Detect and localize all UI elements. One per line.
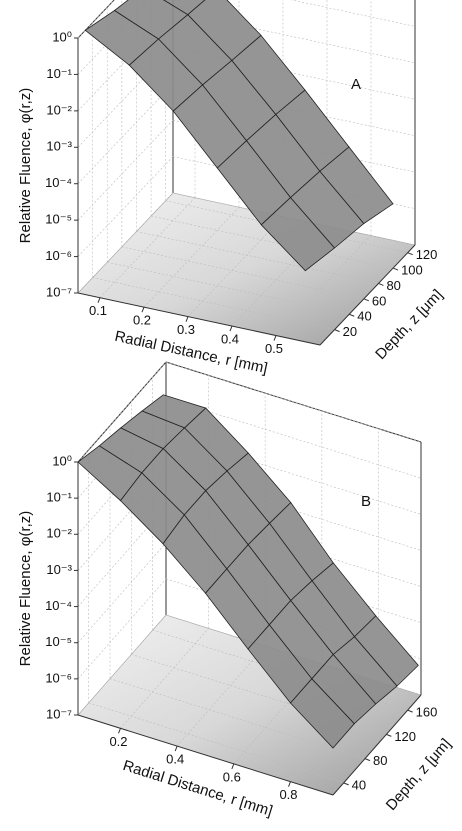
grid-line — [136, 231, 379, 284]
grid-line — [143, 206, 240, 308]
z-tick-label: 10⁻⁶ — [45, 670, 72, 685]
surface-cell — [260, 197, 336, 272]
grid-line — [92, 277, 335, 330]
x-tick — [141, 306, 145, 313]
x-tick-label: 0.1 — [89, 303, 107, 318]
panel-label: A — [351, 76, 361, 93]
y-tick — [392, 267, 399, 271]
grid-line — [231, 225, 328, 327]
panel-label: B — [361, 493, 371, 510]
x-tick — [288, 781, 291, 787]
z-axis-label: Relative Fluence, φ(r,z) — [17, 88, 34, 244]
y-tick — [378, 282, 384, 286]
y-tick-label: 160 — [416, 705, 438, 720]
x-tick-label: 0.6 — [223, 769, 241, 784]
x-tick — [185, 316, 189, 322]
x-tick-label: 0.3 — [177, 322, 195, 337]
x-tick-label: 0.5 — [265, 341, 283, 356]
grid-line — [131, 654, 387, 735]
y-tick-label: 40 — [352, 777, 366, 792]
z-tick-label: 10⁰ — [52, 29, 72, 44]
z-tick-label: 10⁻⁵ — [45, 634, 72, 649]
y-axis — [332, 694, 422, 796]
grid-line — [77, 192, 174, 294]
wall-edge — [77, 0, 115, 39]
y-tick-label: 80 — [386, 278, 400, 293]
x-axis — [77, 714, 334, 796]
grid-line — [107, 261, 350, 315]
grid-line — [77, 119, 174, 221]
z-tick-label: 10⁻³ — [46, 562, 72, 577]
grid-line — [109, 678, 366, 759]
grid-line — [77, 156, 174, 257]
z-tick-label: 10⁻⁴ — [45, 175, 72, 190]
x-tick — [231, 763, 235, 770]
grid-line — [172, 156, 416, 209]
grid-line — [77, 83, 174, 184]
z-tick-label: 10⁻⁷ — [46, 706, 72, 721]
grid-line — [151, 215, 394, 269]
z-tick-label: 10⁻³ — [46, 139, 72, 154]
y-tick-label: 120 — [394, 729, 416, 744]
y-tick — [407, 709, 413, 713]
z-tick-label: 10⁻² — [46, 102, 72, 117]
y-tick — [386, 733, 392, 737]
x-axis — [77, 292, 321, 346]
y-tick — [363, 298, 370, 302]
grid-line — [172, 192, 416, 246]
z-tick-label: 10⁻² — [46, 526, 72, 541]
x-tick-label: 0.4 — [166, 752, 184, 767]
x-tick — [118, 728, 121, 734]
grid-line — [99, 197, 196, 298]
y-tick-label: 40 — [357, 309, 371, 324]
z-tick-label: 10⁰ — [52, 453, 72, 468]
x-tick-label: 0.4 — [221, 332, 239, 347]
grid-line — [275, 235, 372, 336]
y-tick-label: 60 — [372, 293, 386, 308]
y-tick — [407, 252, 413, 256]
x-tick-label: 0.2 — [133, 313, 151, 328]
y-axis-label: Depth, z [μm] — [383, 735, 455, 813]
x-tick — [229, 325, 233, 332]
surface-cell — [289, 678, 355, 749]
grid-line — [77, 47, 174, 148]
grid-line — [121, 246, 364, 300]
x-tick-label: 0.8 — [279, 787, 297, 802]
z-tick-label: 10⁻⁶ — [45, 248, 72, 263]
z-tick-label: 10⁻¹ — [46, 490, 72, 505]
grid-line — [165, 200, 408, 253]
grid-line — [88, 702, 344, 784]
y-tick-label: 20 — [343, 324, 357, 339]
z-tick-label: 10⁻⁷ — [46, 284, 72, 299]
grid-line — [187, 216, 284, 317]
y-tick-label: 100 — [401, 263, 423, 278]
z-tick-label: 10⁻⁵ — [45, 212, 72, 227]
y-tick-label: 80 — [373, 753, 387, 768]
z-axis-label: Relative Fluence, φ(r,z) — [17, 511, 34, 667]
z-tick-label: 10⁻⁴ — [45, 598, 72, 613]
y-tick-label: 120 — [416, 247, 438, 262]
y-tick — [364, 758, 371, 762]
x-tick — [273, 335, 277, 341]
x-tick — [97, 297, 101, 303]
x-tick-label: 0.2 — [109, 734, 127, 749]
y-tick — [334, 329, 340, 333]
wall-edge — [77, 361, 167, 463]
y-axis — [319, 244, 416, 346]
z-tick-label: 10⁻¹ — [46, 66, 72, 81]
y-tick — [343, 782, 349, 786]
x-tick — [174, 745, 178, 752]
y-tick — [349, 313, 355, 317]
